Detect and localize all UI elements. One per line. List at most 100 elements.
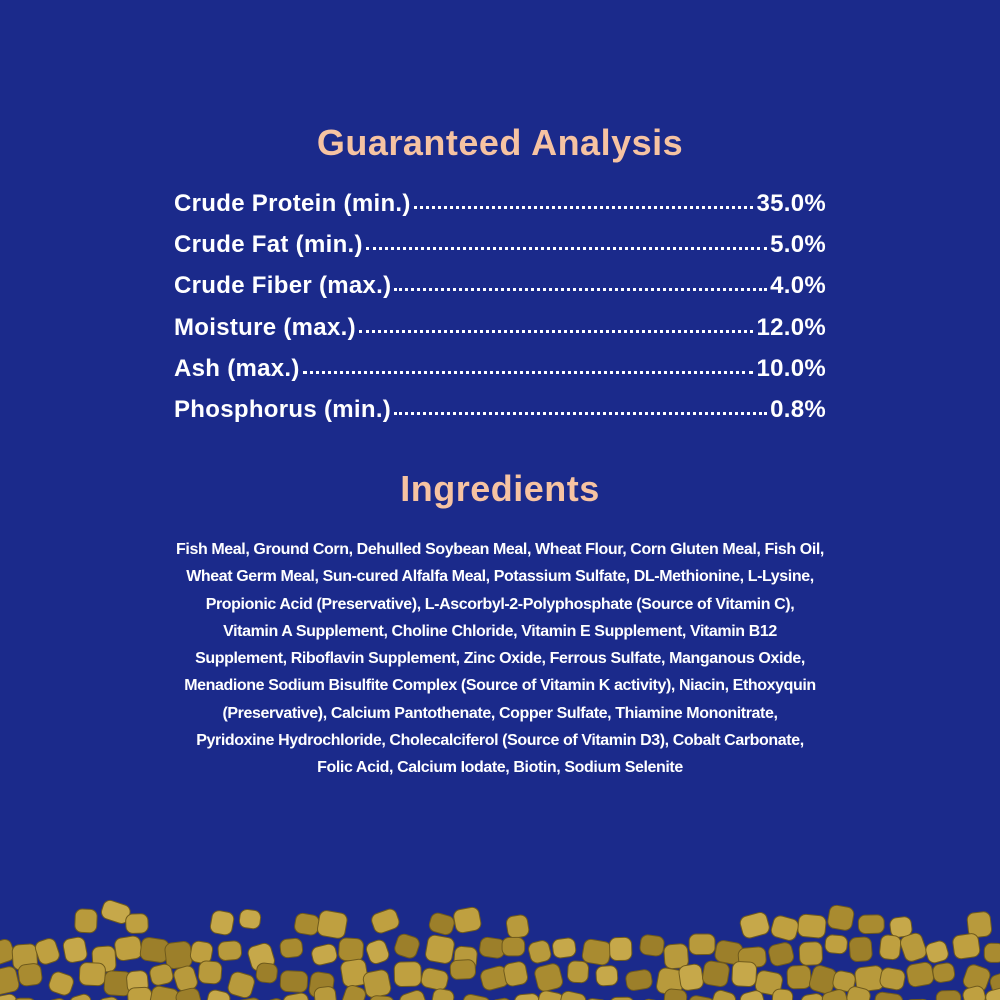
kibble	[0, 993, 19, 1000]
kibble	[609, 996, 635, 1000]
kibble	[393, 961, 422, 987]
kibble	[279, 937, 304, 959]
kibble	[731, 961, 757, 987]
leader-dots	[394, 288, 768, 292]
kibble	[800, 993, 825, 1000]
nutrient-label: Ash (max.)	[174, 354, 300, 382]
nutrient-value: 4.0%	[770, 272, 826, 300]
kibble	[739, 990, 767, 1000]
kibble	[688, 933, 716, 956]
kibble	[514, 993, 541, 1000]
nutrient-value: 35.0%	[756, 190, 826, 217]
kibble	[341, 985, 366, 1000]
kibble	[460, 993, 491, 1000]
kibble	[149, 985, 180, 1000]
kibble	[425, 934, 455, 964]
kibble	[552, 937, 577, 959]
analysis-row: Crude Fiber (max.) 4.0%	[174, 272, 826, 313]
kibble	[189, 940, 214, 964]
kibble	[702, 960, 730, 987]
leader-dots	[358, 329, 754, 333]
ingredients-line: Fish Meal, Ground Corn, Dehulled Soybean…	[176, 541, 824, 558]
kibble	[739, 912, 770, 939]
kibble	[505, 914, 530, 939]
kibble	[625, 969, 653, 991]
kibble	[282, 992, 310, 1000]
analysis-row: Moisture (max.) 12.0%	[174, 314, 826, 355]
kibble	[209, 910, 235, 936]
kibble	[873, 991, 904, 1000]
kibble	[857, 914, 885, 935]
kibble	[663, 943, 689, 970]
nutrient-value: 5.0%	[770, 231, 826, 259]
kibble	[754, 970, 783, 996]
analysis-row: Ash (max.) 10.0%	[174, 355, 826, 396]
kibble	[983, 942, 1000, 963]
kibble	[362, 969, 392, 998]
kibble	[0, 966, 20, 996]
leader-dots	[302, 370, 754, 374]
analysis-row: Phosphorus (min.) 0.8%	[174, 396, 826, 437]
kibble	[311, 943, 338, 966]
kibble	[797, 913, 827, 939]
kibble	[149, 963, 174, 986]
kibble	[198, 960, 223, 985]
kibble	[609, 936, 633, 962]
kibble	[368, 995, 395, 1000]
kibble	[97, 996, 121, 1000]
kibble	[678, 963, 704, 991]
kibble	[962, 985, 986, 1000]
kibble	[125, 913, 149, 934]
kibble	[490, 997, 514, 1000]
kibble	[567, 960, 590, 984]
ingredients-line: Pyridoxine Hydrochloride, Cholecalcifero…	[196, 732, 804, 750]
kibble	[536, 990, 565, 1000]
kibble	[317, 910, 348, 939]
nutrient-value: 0.8%	[770, 395, 826, 423]
kibble	[127, 986, 153, 1000]
analysis-table: Crude Protein (min.) 35.0% Crude Fat (min.…	[174, 190, 826, 437]
kibble	[925, 940, 949, 964]
kibble	[534, 963, 563, 992]
nutrient-label: Crude Protein (min.)	[174, 190, 411, 217]
kibble-decoration	[0, 899, 1000, 1000]
kibble	[34, 938, 60, 965]
kibble	[12, 997, 37, 1000]
kibble	[824, 934, 848, 955]
ingredients-line: Vitamin A Supplement, Choline Chloride, …	[223, 622, 777, 640]
ingredients-line: Menadione Sodium Bisulfite Complex (Sour…	[184, 677, 816, 695]
kibble	[449, 959, 476, 980]
kibble	[935, 990, 962, 1000]
kibble	[17, 963, 43, 987]
kibble	[768, 942, 795, 967]
kibble	[798, 941, 823, 966]
kibble	[932, 962, 956, 983]
kibble	[340, 958, 369, 988]
kibble	[69, 993, 94, 1000]
leader-dots	[365, 247, 768, 251]
kibble	[238, 908, 262, 930]
analysis-row: Crude Protein (min.) 35.0%	[174, 190, 826, 231]
leader-dots	[394, 411, 768, 415]
kibble	[786, 964, 812, 990]
kibble	[821, 989, 850, 1000]
ingredients-line: (Preservative), Calcium Pantothenate, Co…	[222, 704, 778, 722]
analysis-title: Guaranteed Analysis	[316, 122, 684, 163]
kibble	[255, 962, 278, 984]
kibble	[175, 987, 203, 1000]
kibble	[114, 935, 143, 962]
kibble	[48, 971, 74, 996]
kibble	[687, 995, 716, 1000]
kibble	[900, 932, 927, 962]
kibble	[584, 998, 609, 1000]
nutrient-label: Crude Fiber (max.)	[174, 272, 392, 300]
kibble	[431, 988, 455, 1000]
kibble	[827, 904, 855, 931]
kibble	[62, 936, 88, 963]
kibble	[420, 967, 449, 991]
kibble	[294, 912, 320, 936]
kibble	[279, 970, 309, 993]
kibble	[559, 990, 587, 1000]
kibble	[639, 934, 665, 957]
